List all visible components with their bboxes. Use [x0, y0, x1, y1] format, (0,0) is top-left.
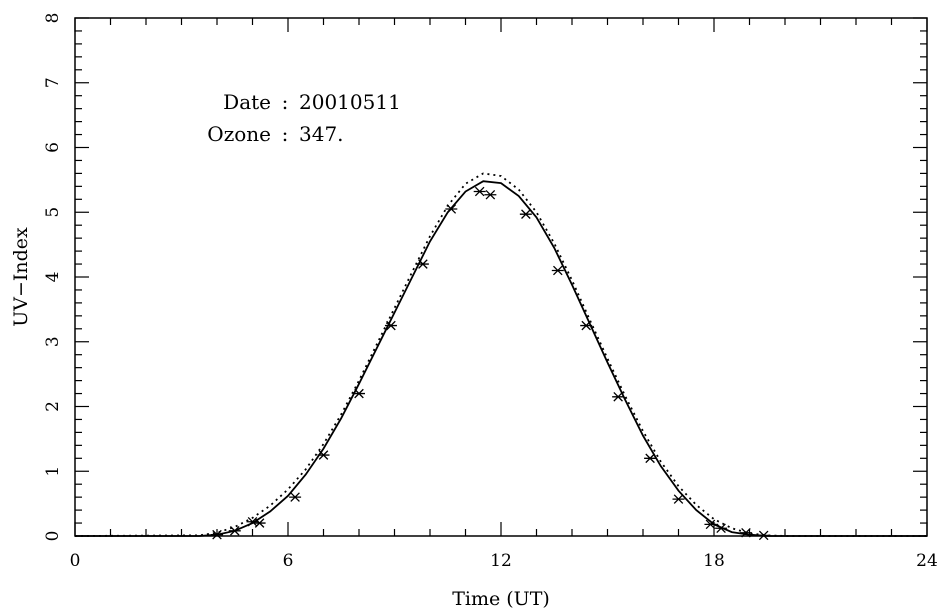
data-point-marker	[551, 265, 564, 276]
data-point-marker	[715, 523, 728, 534]
plot-frame	[74, 17, 928, 537]
axis-ticks	[74, 17, 928, 537]
data-point-marker	[484, 189, 497, 200]
data-point-marker	[473, 186, 486, 197]
annotation-ozone-value: 347.	[299, 122, 344, 146]
y-tick-label: 4	[43, 272, 63, 283]
x-tick-label: 0	[70, 551, 81, 571]
data-point-marker	[612, 392, 625, 402]
dotted-series-line	[74, 172, 927, 537]
data-point-marker	[228, 526, 241, 536]
y-axis-title: UV−Index	[10, 227, 32, 327]
y-tick-label: 0	[43, 531, 63, 542]
data-point-marker	[253, 518, 266, 528]
x-tick-label: 12	[490, 551, 512, 571]
annotation-ozone: Ozone : 347.	[207, 122, 343, 146]
annotation-ozone-label: Ozone	[207, 122, 271, 146]
y-tick-label: 5	[43, 207, 63, 218]
measured-points	[211, 186, 770, 541]
annotation-date: Date : 20010511	[223, 90, 401, 114]
data-point-marker	[353, 388, 365, 399]
data-point-marker	[704, 519, 717, 530]
y-tick-label: 6	[43, 142, 63, 153]
data-point-marker	[672, 494, 685, 504]
annotation-date-value: 20010511	[299, 90, 401, 114]
y-tick-label: 2	[43, 401, 63, 412]
data-point-marker	[644, 453, 657, 464]
y-tick-labels: 0 1 2 3 4 5 6 7 8	[43, 13, 63, 542]
annotation-date-label: Date	[223, 90, 271, 114]
y-tick-label: 7	[43, 77, 63, 88]
x-tick-label: 24	[916, 551, 938, 571]
data-point-marker	[739, 527, 752, 538]
y-tick-label: 1	[43, 466, 63, 477]
x-tick-label: 18	[703, 551, 725, 571]
series-layer	[74, 172, 927, 541]
data-point-marker	[384, 320, 397, 331]
y-tick-label: 3	[43, 336, 63, 347]
x-tick-labels: 0 6 12 18 24	[70, 551, 938, 571]
data-point-marker	[317, 450, 330, 460]
x-axis-title: Time (UT)	[452, 588, 550, 610]
data-point-marker	[445, 204, 458, 214]
annotation-ozone-separator: :	[282, 122, 289, 146]
data-point-marker	[289, 492, 302, 502]
data-point-marker	[211, 529, 223, 540]
data-point-marker	[519, 209, 532, 219]
data-point-marker	[757, 530, 770, 541]
annotation-date-separator: :	[282, 90, 289, 114]
solid-series-line	[75, 180, 927, 537]
y-tick-label: 8	[43, 13, 63, 24]
data-point-marker	[580, 320, 593, 331]
data-point-marker	[416, 259, 429, 269]
x-tick-label: 6	[283, 551, 294, 571]
